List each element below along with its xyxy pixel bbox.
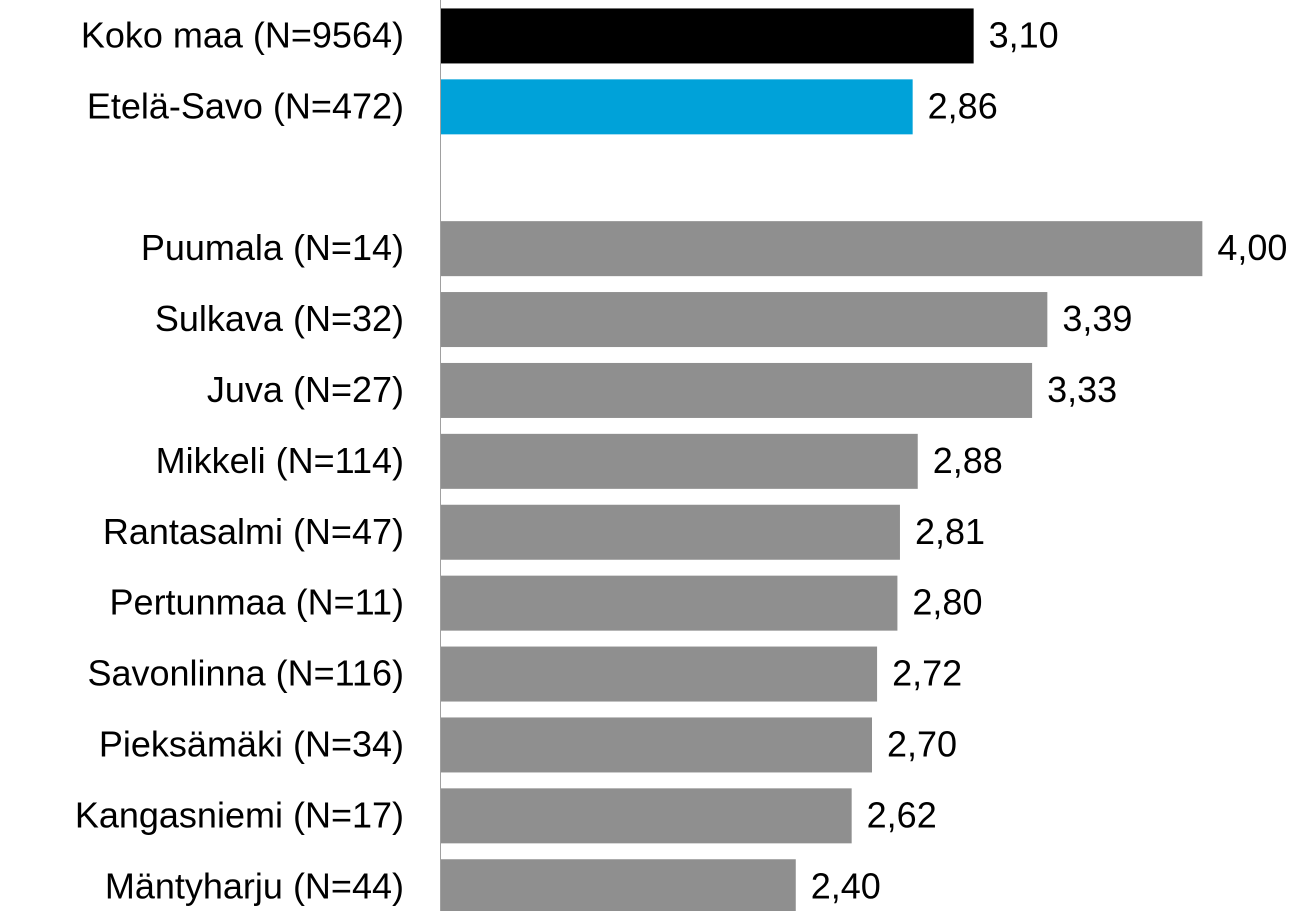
category-label: Savonlinna (N=116) — [87, 653, 404, 694]
value-label: 3,39 — [1062, 298, 1132, 339]
bar — [440, 859, 796, 911]
value-label: 2,86 — [928, 85, 998, 126]
category-label: Pertunmaa (N=11) — [110, 582, 404, 623]
bar — [440, 292, 1048, 348]
category-label: Koko maa (N=9564) — [81, 14, 404, 55]
category-label: Juva (N=27) — [207, 369, 404, 410]
bar — [440, 433, 918, 489]
bar — [440, 788, 852, 844]
category-label: Mikkeli (N=114) — [156, 440, 404, 481]
bar — [440, 8, 974, 64]
value-label: 3,10 — [989, 14, 1059, 55]
value-label: 2,70 — [887, 723, 957, 764]
bar — [440, 717, 872, 773]
category-label: Kangasniemi (N=17) — [75, 794, 404, 835]
category-label: Pieksämäki (N=34) — [99, 723, 404, 764]
bar — [440, 362, 1033, 418]
value-label: 3,33 — [1047, 369, 1117, 410]
bar — [440, 221, 1203, 277]
bar — [440, 504, 900, 560]
bar — [440, 646, 878, 702]
category-label: Puumala (N=14) — [141, 227, 404, 268]
value-label: 4,00 — [1217, 227, 1287, 268]
category-label: Sulkava (N=32) — [155, 298, 404, 339]
value-label: 2,81 — [915, 511, 985, 552]
category-label: Etelä-Savo (N=472) — [87, 85, 404, 126]
bar — [440, 79, 913, 135]
category-label: Mäntyharju (N=44) — [105, 865, 404, 906]
value-label: 2,62 — [867, 794, 937, 835]
value-label: 2,72 — [892, 653, 962, 694]
bar — [440, 575, 898, 631]
value-label: 2,88 — [933, 440, 1003, 481]
category-label: Rantasalmi (N=47) — [103, 511, 404, 552]
value-label: 2,40 — [811, 865, 881, 906]
value-label: 2,80 — [912, 582, 982, 623]
